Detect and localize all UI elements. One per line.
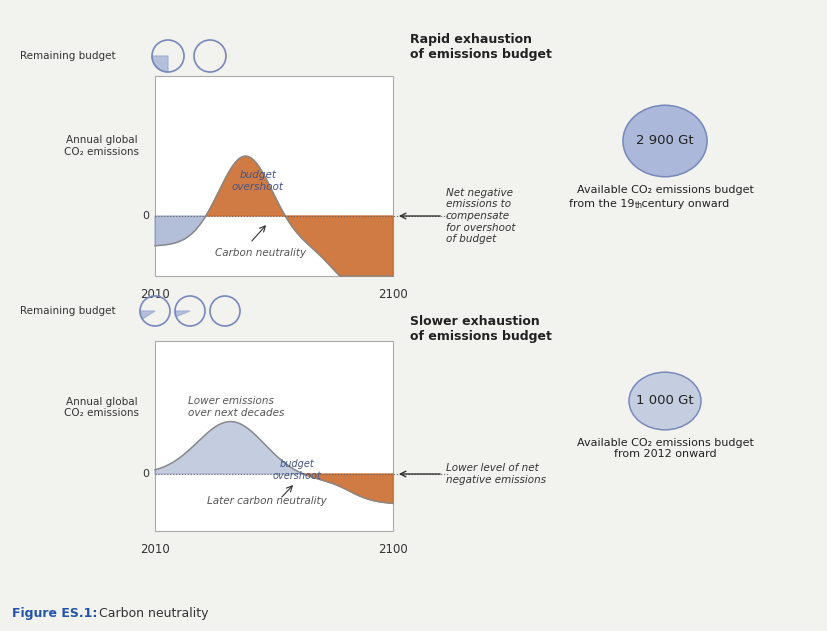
Text: Rapid exhaustion
of emissions budget: Rapid exhaustion of emissions budget [409, 33, 552, 61]
Text: from the 19: from the 19 [569, 199, 634, 209]
Text: 0: 0 [141, 211, 149, 221]
Text: budget
overshoot: budget overshoot [232, 170, 284, 192]
Polygon shape [304, 474, 393, 504]
Text: Slower exhaustion
of emissions budget: Slower exhaustion of emissions budget [409, 315, 552, 343]
Polygon shape [155, 422, 304, 474]
Polygon shape [152, 56, 168, 72]
Text: Available CO₂ emissions budget: Available CO₂ emissions budget [576, 185, 753, 195]
Polygon shape [205, 156, 393, 276]
Text: Lower emissions
over next decades: Lower emissions over next decades [188, 396, 284, 418]
Text: Net negative
emissions to
compensate
for overshoot
of budget: Net negative emissions to compensate for… [446, 188, 515, 244]
Text: Available CO₂ emissions budget
from 2012 onward: Available CO₂ emissions budget from 2012… [576, 438, 753, 459]
Bar [155, 76, 393, 276]
Text: 0: 0 [141, 469, 149, 479]
Text: Figure ES.1:: Figure ES.1: [12, 606, 98, 620]
Text: Carbon neutrality: Carbon neutrality [95, 606, 208, 620]
Text: Remaining budget: Remaining budget [20, 306, 116, 316]
Bar [155, 341, 393, 531]
Text: Lower level of net
negative emissions: Lower level of net negative emissions [446, 463, 546, 485]
Polygon shape [174, 311, 189, 317]
Polygon shape [155, 216, 205, 245]
Text: Annual global
CO₂ emissions: Annual global CO₂ emissions [64, 135, 139, 156]
Text: 2100: 2100 [378, 543, 408, 556]
Text: Later carbon neutrality: Later carbon neutrality [207, 496, 327, 506]
Ellipse shape [629, 372, 700, 430]
Text: 2010: 2010 [140, 543, 170, 556]
Text: century onward: century onward [638, 199, 729, 209]
Text: 2010: 2010 [140, 288, 170, 301]
Ellipse shape [622, 105, 706, 177]
Text: Remaining budget: Remaining budget [20, 51, 116, 61]
Text: 1 000 Gt: 1 000 Gt [635, 394, 693, 408]
Text: th: th [634, 201, 643, 209]
Text: 2 900 Gt: 2 900 Gt [635, 134, 693, 148]
Text: budget
overshoot: budget overshoot [272, 459, 321, 481]
Text: Annual global
CO₂ emissions: Annual global CO₂ emissions [64, 397, 139, 418]
Text: Carbon neutrality: Carbon neutrality [215, 248, 306, 258]
Text: 2100: 2100 [378, 288, 408, 301]
Polygon shape [140, 311, 155, 319]
